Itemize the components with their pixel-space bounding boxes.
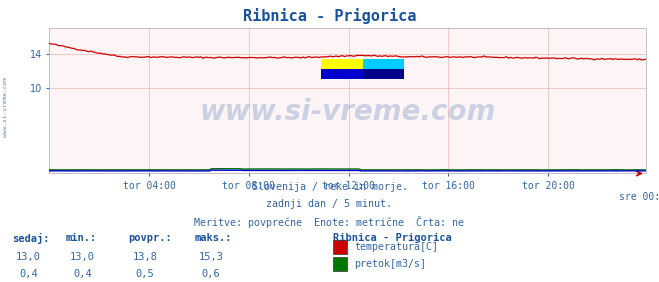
Text: povpr.:: povpr.: xyxy=(129,233,172,243)
Text: maks.:: maks.: xyxy=(194,233,232,243)
Bar xyxy=(362,59,404,69)
Text: Ribnica - Prigorica: Ribnica - Prigorica xyxy=(243,8,416,25)
Text: 0,5: 0,5 xyxy=(136,269,154,279)
Bar xyxy=(321,59,362,69)
Text: sre 00:00: sre 00:00 xyxy=(619,192,659,202)
Text: sedaj:: sedaj: xyxy=(12,233,49,244)
Text: 13,8: 13,8 xyxy=(132,252,158,262)
Text: www.si-vreme.com: www.si-vreme.com xyxy=(3,77,8,137)
Text: zadnji dan / 5 minut.: zadnji dan / 5 minut. xyxy=(266,199,393,209)
Text: 13,0: 13,0 xyxy=(70,252,95,262)
Text: Meritve: povprečne  Enote: metrične  Črta: ne: Meritve: povprečne Enote: metrične Črta:… xyxy=(194,216,465,228)
Text: min.:: min.: xyxy=(66,233,97,243)
Text: 0,4: 0,4 xyxy=(73,269,92,279)
Text: Ribnica - Prigorica: Ribnica - Prigorica xyxy=(333,233,451,243)
Text: 0,6: 0,6 xyxy=(202,269,220,279)
Text: www.si-vreme.com: www.si-vreme.com xyxy=(200,98,496,126)
Bar xyxy=(321,69,362,79)
Text: 0,4: 0,4 xyxy=(19,269,38,279)
Text: Slovenija / reke in morje.: Slovenija / reke in morje. xyxy=(252,182,407,192)
Text: 13,0: 13,0 xyxy=(16,252,41,262)
Bar xyxy=(362,69,404,79)
Text: pretok[m3/s]: pretok[m3/s] xyxy=(354,259,426,269)
Text: 15,3: 15,3 xyxy=(198,252,223,262)
Text: temperatura[C]: temperatura[C] xyxy=(354,242,438,252)
